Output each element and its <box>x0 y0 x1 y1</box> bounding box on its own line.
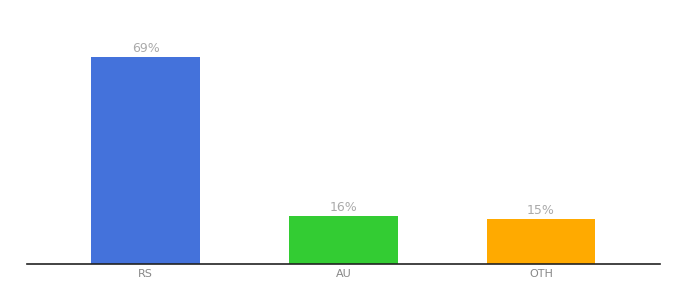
Text: 15%: 15% <box>527 204 555 217</box>
Text: 16%: 16% <box>330 201 357 214</box>
Bar <box>487 219 596 264</box>
Bar <box>289 216 398 264</box>
Text: 69%: 69% <box>132 42 160 55</box>
Bar <box>91 57 200 264</box>
